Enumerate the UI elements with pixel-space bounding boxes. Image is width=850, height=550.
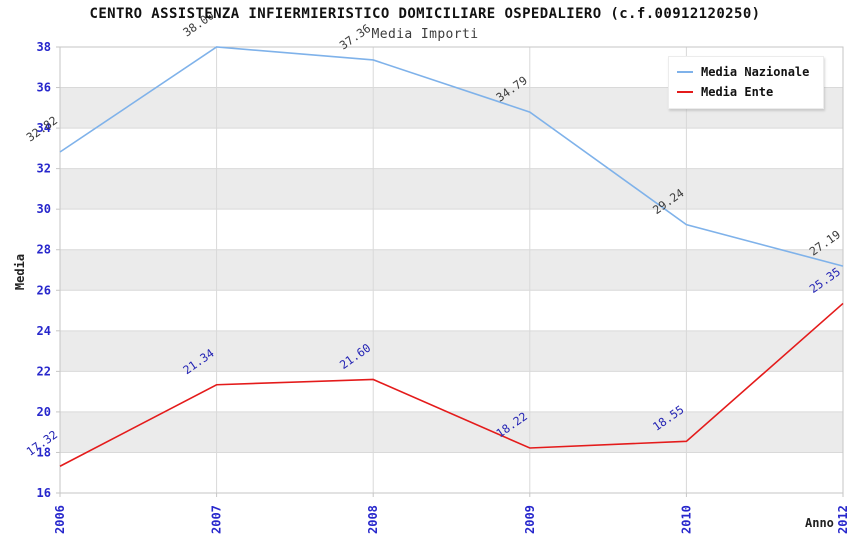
svg-text:16: 16 xyxy=(37,486,51,500)
svg-text:32.82: 32.82 xyxy=(24,113,60,144)
chart-subtitle: Media Importi xyxy=(371,27,479,42)
legend-label: Media Nazionale xyxy=(701,65,810,79)
svg-text:20: 20 xyxy=(37,405,51,419)
legend-label: Media Ente xyxy=(701,85,774,99)
svg-text:2008: 2008 xyxy=(366,505,380,534)
svg-text:38: 38 xyxy=(37,40,51,54)
line-marker-icon xyxy=(677,71,693,73)
svg-text:24: 24 xyxy=(37,324,51,338)
chart-title: CENTRO ASSISTENZA INFIERMIERISTICO DOMIC… xyxy=(89,6,761,22)
svg-text:28: 28 xyxy=(37,243,51,257)
svg-text:18: 18 xyxy=(37,445,51,459)
svg-text:32: 32 xyxy=(37,162,51,176)
line-marker-icon xyxy=(677,91,693,93)
legend: Media Nazionale Media Ente xyxy=(668,56,824,109)
svg-text:2012: 2012 xyxy=(836,505,850,534)
svg-text:22: 22 xyxy=(37,364,51,378)
svg-text:2010: 2010 xyxy=(679,505,693,534)
svg-text:2009: 2009 xyxy=(523,505,537,534)
x-axis-label: Anno xyxy=(805,516,834,530)
svg-text:30: 30 xyxy=(37,202,51,216)
svg-text:34: 34 xyxy=(37,121,51,135)
legend-item-media-ente: Media Ente xyxy=(677,82,823,102)
legend-item-media-nazionale: Media Nazionale xyxy=(677,62,823,82)
svg-text:36: 36 xyxy=(37,81,51,95)
svg-text:2006: 2006 xyxy=(53,505,67,534)
y-axis-label: Media xyxy=(13,253,27,291)
svg-text:2007: 2007 xyxy=(210,505,224,534)
svg-text:26: 26 xyxy=(37,283,51,297)
